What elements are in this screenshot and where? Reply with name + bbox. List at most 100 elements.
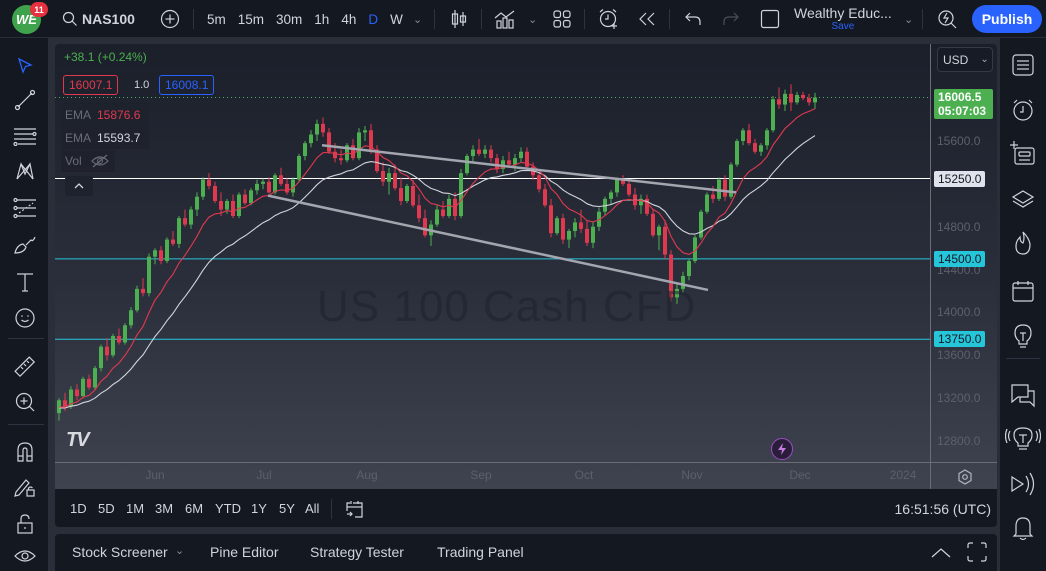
object-tree-button[interactable] <box>1009 139 1037 167</box>
candle-body <box>435 209 439 225</box>
indicators-icon <box>494 10 515 29</box>
cursor-tool[interactable] <box>12 53 38 79</box>
ema1-label[interactable]: EMA <box>65 108 92 122</box>
ideas-button[interactable] <box>1009 322 1037 350</box>
range-3m[interactable]: 3M <box>155 501 174 516</box>
chart-pane[interactable]: US 100 Cash CFD TV +38.1 (+0.24%) 16007.… <box>55 44 997 489</box>
quick-search-button[interactable] <box>937 0 957 38</box>
timeframe-1h[interactable]: 1h <box>314 11 330 27</box>
replay-button[interactable] <box>638 0 656 38</box>
timezone-clock[interactable]: 16:51:56 (UTC) <box>894 501 991 517</box>
level-price-label[interactable]: 15250.0 <box>934 170 986 187</box>
tradingview-logo[interactable]: TV <box>66 429 90 451</box>
range-6m[interactable]: 6M <box>185 501 204 516</box>
channel-upper-trendline[interactable] <box>321 144 737 194</box>
tab-pine-editor[interactable]: Pine Editor <box>210 544 279 560</box>
sell-price-button[interactable]: 16007.1 <box>63 75 119 95</box>
range-5d[interactable]: 5D <box>98 501 115 516</box>
layout-button[interactable] <box>553 0 571 38</box>
alert-button[interactable] <box>598 0 620 38</box>
timeframe-15m[interactable]: 15m <box>237 11 265 27</box>
news-flow-button[interactable] <box>1009 470 1037 498</box>
candle-body <box>675 288 679 298</box>
watchlist-button[interactable] <box>1009 51 1037 79</box>
lock-drawings-tool[interactable] <box>12 474 38 500</box>
stock-screener-chevron-down-icon[interactable]: ⌄ <box>175 545 185 557</box>
lock-all-tool[interactable] <box>12 511 38 537</box>
time-axis[interactable]: Jun Jul Aug Sep Oct Nov Dec 2024 <box>55 462 997 489</box>
range-5y[interactable]: 5Y <box>279 501 295 516</box>
measure-tool[interactable] <box>12 354 38 380</box>
indicators-button[interactable] <box>494 0 516 38</box>
tab-trading-panel[interactable]: Trading Panel <box>437 544 524 560</box>
range-1d[interactable]: 1D <box>70 501 87 516</box>
range-1y[interactable]: 1Y <box>251 501 267 516</box>
trend-line-tool[interactable] <box>12 87 38 113</box>
timeframe-W[interactable]: W <box>390 11 403 27</box>
price-axis[interactable]: USD ⌄ 15600.0 14800.0 14400.0 14000.0 13600.… <box>930 44 997 462</box>
calendar-button[interactable] <box>1009 277 1037 305</box>
timeframe-30m[interactable]: 30m <box>276 11 303 27</box>
chats-button[interactable] <box>1009 381 1037 409</box>
candle-body <box>549 205 553 234</box>
horizontal-lines-tool[interactable] <box>12 123 38 149</box>
streams-button[interactable] <box>1004 424 1042 452</box>
magnet-tool[interactable] <box>12 439 38 465</box>
zoom-tool[interactable] <box>12 389 38 415</box>
alerts-button[interactable] <box>1009 96 1037 124</box>
eye-hidden-icon[interactable] <box>91 154 109 168</box>
save-link[interactable]: Save <box>831 21 855 32</box>
collapse-legend-button[interactable] <box>65 176 93 196</box>
ema2-label[interactable]: EMA <box>65 131 92 145</box>
timeframe-5m[interactable]: 5m <box>207 11 226 27</box>
go-to-date-button[interactable] <box>345 499 365 524</box>
expand-panel-button[interactable] <box>931 546 951 564</box>
pattern-tool[interactable] <box>12 158 38 184</box>
candle-body <box>135 288 139 311</box>
brush-tool[interactable] <box>12 232 38 258</box>
cursor-arrow-icon <box>17 57 33 74</box>
hide-drawings-tool[interactable] <box>12 543 38 569</box>
publish-button[interactable]: Publish <box>972 5 1042 33</box>
timeframe-4h[interactable]: 4h <box>341 11 357 27</box>
currency-selector[interactable]: USD ⌄ <box>937 47 993 72</box>
timeframe-dropdown-chevron-icon[interactable]: ⌄ <box>413 13 423 26</box>
undo-button[interactable] <box>684 0 702 38</box>
hotlists-button[interactable] <box>1009 229 1037 257</box>
lightning-event-marker[interactable] <box>771 438 793 460</box>
range-all[interactable]: All <box>305 501 320 516</box>
ema-fast-line <box>59 108 816 408</box>
volume-label[interactable]: Vol <box>65 154 82 168</box>
chart-type-button[interactable] <box>450 0 468 38</box>
buy-price-button[interactable]: 16008.1 <box>159 75 215 95</box>
range-ytd[interactable]: YTD <box>215 501 241 516</box>
tab-stock-screener[interactable]: Stock Screener <box>72 544 168 560</box>
layers-button[interactable] <box>1009 185 1037 213</box>
price-tick: 13600.0 <box>937 348 981 363</box>
range-1m[interactable]: 1M <box>126 501 145 516</box>
redo-button[interactable] <box>722 0 740 38</box>
text-tool[interactable] <box>12 269 38 295</box>
channel-lower-trendline[interactable] <box>267 194 709 292</box>
candle-body <box>285 183 289 193</box>
text-icon <box>17 273 33 292</box>
indicators-dropdown-chevron-icon[interactable]: ⌄ <box>528 13 538 26</box>
volume-legend-bg <box>61 150 115 172</box>
price-chart[interactable] <box>55 44 997 489</box>
chart-settings-button[interactable] <box>957 469 973 490</box>
emoji-tool[interactable] <box>12 305 38 331</box>
layout-dropdown-chevron-icon[interactable]: ⌄ <box>904 13 914 26</box>
candle-body <box>591 226 595 243</box>
fib-tool[interactable] <box>12 195 38 221</box>
symbol-search[interactable]: NAS100 <box>62 0 135 38</box>
tab-strategy-tester[interactable]: Strategy Tester <box>310 544 404 560</box>
level-price-label[interactable]: 14500.0 <box>934 250 986 267</box>
compare-button[interactable] <box>160 0 180 38</box>
timeframe-D[interactable]: D <box>368 11 379 27</box>
notifications-button[interactable] <box>1009 514 1037 542</box>
level-price-label[interactable]: 13750.0 <box>934 331 986 348</box>
maximize-panel-button[interactable] <box>967 542 987 567</box>
fullscreen-toggle-button[interactable] <box>760 0 780 38</box>
layout-name-button[interactable]: Wealthy Educ... Save <box>794 0 892 38</box>
candle-body <box>267 181 271 193</box>
